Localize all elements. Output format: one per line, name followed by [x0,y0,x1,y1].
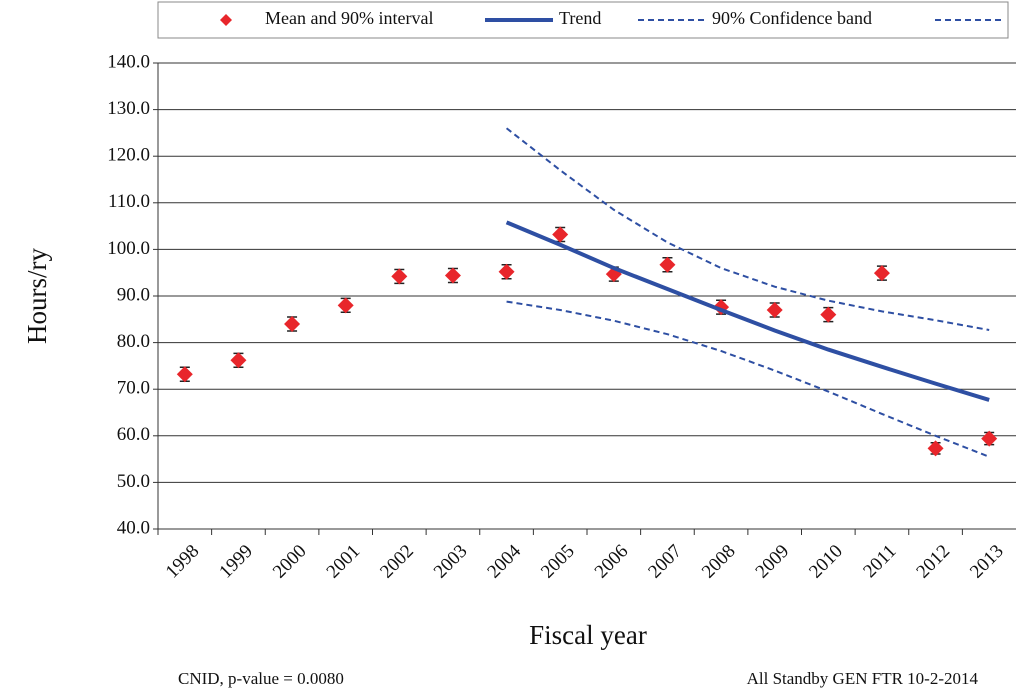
data-point [391,268,408,285]
x-tick-label: 2012 [912,541,954,583]
data-point [230,352,247,369]
y-tick-label: 60.0 [117,424,150,445]
y-axis-label: Hours/ry [22,248,52,344]
annotation: All Standby GEN FTR 10-2-2014 [747,669,979,688]
data-point [337,297,354,314]
x-tick-label: 1999 [215,541,257,583]
x-tick-label: 2013 [966,541,1008,583]
x-tick-label: 2011 [859,541,900,582]
x-tick-label: 2006 [591,541,633,583]
y-tick-label: 100.0 [107,238,150,259]
legend-label: Trend [559,8,601,28]
x-tick-label: 2003 [430,541,472,583]
x-tick-label: 2001 [323,541,365,583]
y-tick-label: 120.0 [107,145,150,166]
legend-label: Mean and 90% interval [265,8,433,28]
x-axis-label: Fiscal year [529,620,647,650]
legend-marker [220,14,232,26]
y-tick-label: 40.0 [117,517,150,538]
legend-label: 90% Confidence band [712,8,872,28]
x-tick-label: 1998 [162,541,204,583]
x-tick-label: 2008 [698,541,740,583]
x-tick-label: 2004 [483,540,525,582]
data-point [498,263,515,280]
x-tick-label: 2009 [752,541,794,583]
y-tick-label: 110.0 [108,191,150,212]
y-tick-label: 90.0 [117,284,150,305]
data-point [927,440,944,457]
data-point [444,267,461,284]
series-line [505,220,990,402]
data-point [873,265,890,282]
series-line [505,127,990,332]
y-tick-label: 130.0 [107,98,150,119]
x-tick-label: 2002 [376,541,418,583]
x-tick-label: 2000 [269,541,311,583]
x-tick-label: 2007 [644,541,686,583]
data-point [659,256,676,273]
data-point [176,366,193,383]
data-point [552,226,569,243]
y-tick-label: 140.0 [107,51,150,72]
series-line [506,300,990,458]
x-tick-label: 2010 [805,541,847,583]
data-point [284,315,301,332]
legend-box [157,1,1009,39]
x-tick-label: 2005 [537,541,579,583]
data-point [981,430,998,447]
data-point [766,301,783,318]
y-tick-label: 70.0 [117,378,150,399]
data-point [820,306,837,323]
annotation: CNID, p-value = 0.0080 [178,669,344,688]
y-tick-label: 50.0 [117,471,150,492]
y-tick-label: 80.0 [117,331,150,352]
